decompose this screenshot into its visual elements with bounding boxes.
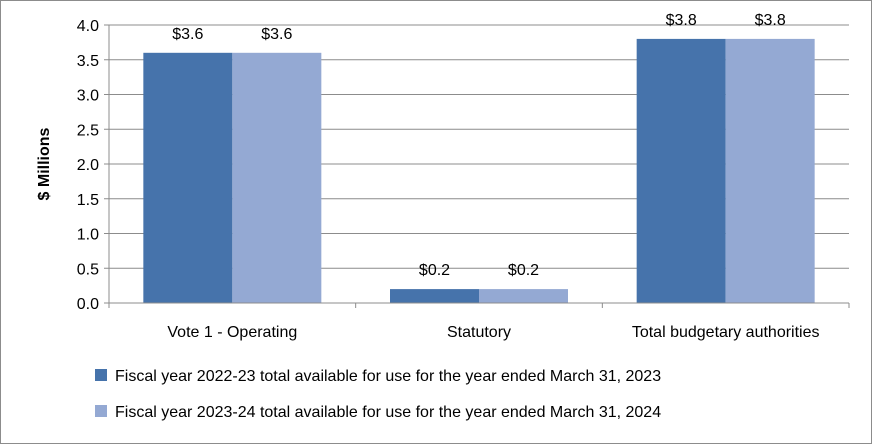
bar-1-3 <box>636 38 726 304</box>
y-axis-label: $ Millions <box>36 127 53 200</box>
legend-swatch-2 <box>95 405 107 417</box>
data-label: $3.8 <box>666 12 697 29</box>
x-tick-label: Vote 1 - Operating <box>167 324 297 341</box>
y-tick-label: 3.0 <box>77 88 99 105</box>
y-tick-label: 3.5 <box>77 53 99 70</box>
bar-2-1 <box>232 52 322 303</box>
y-tick-label: 2.5 <box>77 122 99 139</box>
legend: Fiscal year 2022-23 total available for … <box>95 368 661 421</box>
bars <box>143 38 815 304</box>
y-tick-label: 0.0 <box>77 296 99 313</box>
x-tick-label: Statutory <box>447 324 511 341</box>
y-axis: 0.0 0.5 1.0 1.5 2.0 2.5 3.0 3.5 4.0 <box>77 18 110 313</box>
bar-1-2 <box>390 289 479 303</box>
y-tick-label: 0.5 <box>77 261 99 278</box>
data-labels: $3.6 $3.6 $0.2 $0.2 $3.8 $3.8 <box>172 12 786 279</box>
data-label: $0.2 <box>508 262 539 279</box>
y-tick-label: 2.0 <box>77 157 99 174</box>
y-tick-label: 4.0 <box>77 18 99 35</box>
bar-1-1 <box>143 52 233 303</box>
legend-label-2: Fiscal year 2023-24 total available for … <box>115 404 661 421</box>
data-label: $3.8 <box>755 12 786 29</box>
x-axis: Vote 1 - Operating Statutory Total budgeta… <box>108 302 850 341</box>
legend-swatch-1 <box>95 369 107 381</box>
legend-label-1: Fiscal year 2022-23 total available for … <box>115 368 661 385</box>
data-label: $0.2 <box>419 262 450 279</box>
data-label: $3.6 <box>261 26 292 43</box>
data-label: $3.6 <box>172 26 203 43</box>
bar-2-2 <box>479 289 568 303</box>
y-tick-label: 1.5 <box>77 192 99 209</box>
y-tick-label: 1.0 <box>77 227 99 244</box>
x-tick-label: Total budgetary authorities <box>632 324 820 341</box>
bar-2-3 <box>725 38 815 304</box>
